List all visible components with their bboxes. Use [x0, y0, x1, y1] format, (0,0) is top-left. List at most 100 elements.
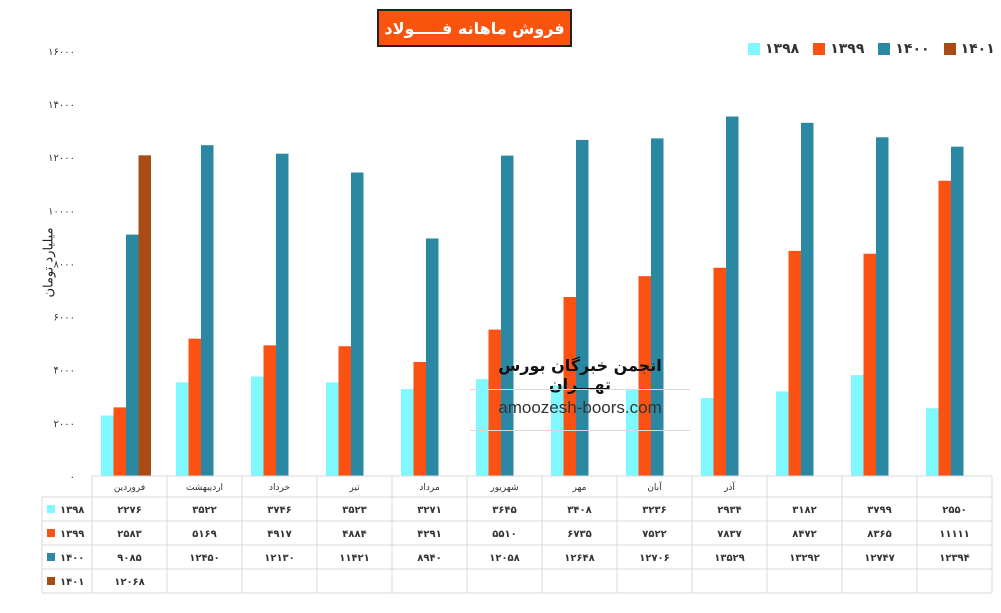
bar — [926, 408, 939, 476]
y-tick-label: ۰ — [70, 472, 75, 483]
watermark-divider-bottom — [470, 430, 690, 431]
x-tick-label: تیر — [348, 483, 360, 493]
x-tick-label: آذر — [723, 481, 735, 493]
table-series-name: ۱۳۹۹ — [60, 529, 84, 540]
bar — [138, 155, 151, 476]
legend-swatch — [878, 43, 891, 55]
legend-label: ۱۳۹۸ — [765, 41, 800, 57]
data-label: ۱۲۴۵۰ — [189, 553, 220, 564]
bar — [351, 172, 364, 476]
y-tick-label: ۸۰۰۰ — [54, 259, 75, 270]
legend-item: ۱۳۹۸ — [748, 41, 799, 57]
data-label: ۱۳۲۹۲ — [789, 553, 820, 564]
legend: ۱۳۹۸ ۱۳۹۹ ۱۴۰۰ ۱۴۰۱ — [748, 41, 995, 57]
bar — [201, 145, 214, 476]
bar — [476, 379, 489, 476]
bar — [563, 297, 576, 476]
data-label: ۱۲۷۴۷ — [864, 553, 895, 564]
table-series-name: ۱۴۰۱ — [60, 577, 84, 588]
data-label: ۱۲۱۳۰ — [264, 553, 295, 564]
bar — [576, 139, 589, 477]
table-legend-swatch — [47, 577, 55, 585]
data-label: ۳۵۲۳ — [342, 505, 366, 516]
data-label: ۸۹۴۰ — [417, 553, 441, 564]
data-label: ۱۱۱۱۱ — [939, 529, 970, 540]
y-tick-label: ۶۰۰۰ — [54, 313, 75, 324]
data-label: ۳۲۷۱ — [417, 505, 441, 516]
chart-title: فروش ماهانه فـــــولاد — [377, 9, 572, 47]
legend-item: ۱۴۰۱ — [943, 41, 995, 57]
y-tick-label: ۱۶۰۰۰ — [48, 47, 75, 58]
y-axis-label: میلیارد تومان — [41, 227, 57, 298]
bar — [426, 238, 439, 476]
table-legend-swatch — [47, 529, 55, 537]
data-label: ۵۱۶۹ — [192, 529, 216, 540]
data-label: ۸۳۶۵ — [867, 529, 891, 540]
data-label: ۳۲۳۶ — [642, 505, 666, 516]
y-tick-label: ۱۲۰۰۰ — [48, 153, 75, 164]
data-label: ۷۵۲۲ — [642, 529, 666, 540]
data-label: ۴۸۸۴ — [342, 529, 366, 540]
bar — [713, 267, 726, 476]
data-label: ۱۲۰۵۸ — [489, 553, 520, 564]
x-tick-label: مرداد — [419, 483, 439, 493]
bar — [726, 116, 739, 477]
legend-label: ۱۴۰۱ — [960, 41, 995, 57]
bar — [701, 398, 714, 476]
bar — [801, 122, 814, 477]
y-tick-label: ۲۰۰۰ — [54, 419, 75, 430]
legend-item: ۱۳۹۹ — [813, 41, 864, 57]
data-label: ۵۵۱۰ — [492, 529, 516, 540]
data-label: ۲۲۷۶ — [117, 505, 141, 516]
watermark-divider-top — [470, 389, 690, 390]
bar — [263, 345, 276, 476]
x-tick-label: مهر — [572, 483, 587, 493]
data-label: ۱۲۷۰۶ — [639, 553, 670, 564]
data-label: ۷۸۳۷ — [717, 529, 741, 540]
data-label: ۲۵۵۰ — [942, 505, 966, 516]
data-label: ۴۹۱۷ — [267, 529, 291, 540]
bar — [401, 389, 414, 476]
data-label: ۹۰۸۵ — [117, 553, 141, 564]
bar — [488, 329, 501, 476]
bar — [326, 382, 339, 476]
x-tick-label: اردیبهشت — [186, 483, 223, 493]
data-label: ۳۱۸۲ — [792, 505, 816, 516]
data-label: ۱۲۳۹۴ — [939, 553, 970, 564]
legend-swatch — [748, 43, 760, 55]
y-tick-label: ۱۴۰۰۰ — [48, 100, 75, 111]
bar — [876, 137, 889, 476]
data-label: ۳۷۹۹ — [867, 505, 891, 516]
table-series-name: ۱۴۰۰ — [60, 553, 84, 564]
table-series-name: ۱۳۹۸ — [60, 505, 84, 516]
x-tick-label: خرداد — [269, 483, 290, 493]
bar — [638, 276, 651, 476]
table-legend-swatch — [47, 553, 55, 561]
data-label: ۲۹۳۴ — [717, 505, 741, 516]
legend-item: ۱۴۰۰ — [878, 41, 930, 57]
bar — [413, 361, 426, 476]
data-label: ۱۳۵۲۹ — [714, 553, 745, 564]
legend-swatch — [943, 43, 956, 55]
y-tick-label: ۱۰۰۰۰ — [48, 206, 75, 217]
x-tick-label: شهریور — [489, 483, 518, 493]
legend-label: ۱۴۰۰ — [895, 41, 930, 57]
legend-label: ۱۳۹۹ — [830, 41, 865, 57]
bar — [176, 382, 189, 476]
data-label: ۲۵۸۳ — [117, 529, 141, 540]
x-tick-label: فروردین — [114, 483, 145, 493]
watermark-url: amoozesh-boors.com — [498, 398, 662, 417]
bar — [938, 180, 951, 476]
bar — [126, 234, 139, 476]
data-label: ۶۷۳۵ — [567, 529, 591, 540]
bar — [113, 407, 126, 476]
data-label: ۱۲۰۶۸ — [114, 577, 145, 588]
y-tick-label: ۴۰۰۰ — [54, 366, 75, 377]
bar — [338, 346, 351, 476]
bar — [651, 138, 664, 476]
bar — [951, 146, 964, 477]
x-tick-label: آبان — [647, 481, 662, 493]
bar — [851, 375, 864, 476]
data-label: ۱۱۴۲۱ — [339, 553, 370, 564]
bar — [863, 253, 876, 476]
